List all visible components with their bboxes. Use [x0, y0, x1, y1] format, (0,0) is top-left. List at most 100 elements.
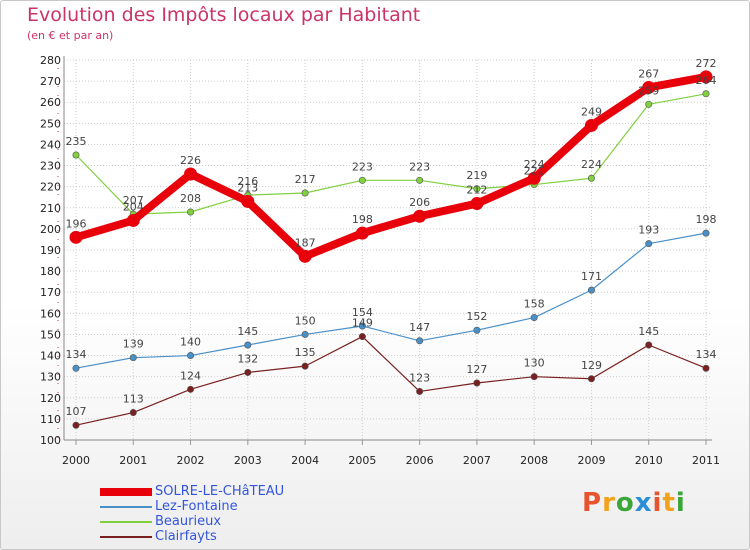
- data-point: [301, 362, 309, 370]
- x-tick-label: 2000: [62, 454, 90, 467]
- y-tick-label: 260: [40, 96, 61, 109]
- data-label: 149: [352, 317, 373, 330]
- x-tick-label: 2004: [291, 454, 319, 467]
- data-label: 267: [638, 67, 659, 80]
- legend-label: Lez-Fontaine: [155, 499, 238, 514]
- x-tick-label: 2006: [406, 454, 434, 467]
- data-point: [358, 333, 366, 341]
- y-tick-label: 120: [40, 392, 61, 405]
- data-point: [584, 118, 598, 132]
- data-label: 204: [123, 200, 144, 213]
- data-point: [69, 230, 83, 244]
- data-label: 139: [123, 338, 144, 351]
- data-point: [699, 70, 713, 84]
- data-label: 130: [524, 357, 545, 370]
- y-tick-label: 280: [40, 54, 61, 67]
- y-tick-label: 130: [40, 371, 61, 384]
- data-label: 206: [409, 196, 430, 209]
- data-point: [72, 421, 80, 429]
- data-label: 213: [237, 181, 258, 194]
- data-label: 135: [295, 346, 316, 359]
- data-label: 145: [638, 325, 659, 338]
- data-point: [301, 330, 309, 338]
- legend-item: Beaurieux: [100, 514, 320, 530]
- data-point: [129, 409, 137, 417]
- x-tick-label: 2010: [635, 454, 663, 467]
- legend-swatch: [100, 536, 152, 538]
- series-line-clairfayts: [75, 335, 707, 426]
- data-point: [187, 208, 195, 216]
- data-point: [702, 364, 710, 372]
- data-point: [358, 322, 366, 330]
- data-label: 154: [352, 306, 373, 319]
- data-label: 219: [466, 169, 487, 182]
- data-point: [530, 314, 538, 322]
- data-point: [645, 100, 653, 108]
- series-line-beaurieux: [75, 93, 707, 215]
- y-tick-label: 210: [40, 202, 61, 215]
- x-tick-label: 2002: [177, 454, 205, 467]
- x-tick-label: 2009: [577, 454, 605, 467]
- data-point: [645, 341, 653, 349]
- data-point: [473, 326, 481, 334]
- y-tick-label: 270: [40, 75, 61, 88]
- data-label: 187: [295, 236, 316, 249]
- data-point: [473, 379, 481, 387]
- data-label: 113: [123, 393, 144, 406]
- data-point: [184, 167, 198, 181]
- y-tick-label: 170: [40, 286, 61, 299]
- legend-label: Beaurieux: [155, 514, 222, 529]
- data-label: 216: [237, 175, 258, 188]
- logo-letter: i: [652, 488, 663, 518]
- data-point: [244, 368, 252, 376]
- data-label: 127: [466, 363, 487, 376]
- data-label: 129: [581, 359, 602, 372]
- grid: [64, 59, 712, 441]
- data-point: [587, 286, 595, 294]
- data-point: [129, 354, 137, 362]
- data-label: 272: [696, 57, 717, 70]
- legend-label: SOLRE-LE-CHâTEAU: [155, 484, 285, 499]
- data-point: [355, 226, 369, 240]
- data-label: 196: [66, 217, 87, 230]
- data-label: 134: [66, 348, 87, 361]
- data-label: 147: [409, 321, 430, 334]
- logo-letter: o: [615, 488, 635, 518]
- legend-swatch: [100, 506, 152, 508]
- legend-item: SOLRE-LE-CHâTEAU: [100, 484, 320, 500]
- data-point: [470, 197, 484, 211]
- data-point: [301, 189, 309, 197]
- data-point: [702, 229, 710, 237]
- data-point: [416, 387, 424, 395]
- y-tick-label: 160: [40, 307, 61, 320]
- data-point: [244, 341, 252, 349]
- data-point: [126, 213, 140, 227]
- data-label: 207: [123, 194, 144, 207]
- logo-letter: x: [634, 488, 653, 518]
- data-label: 140: [180, 336, 201, 349]
- x-tick-label: 2003: [234, 454, 262, 467]
- logo-letter: t: [662, 488, 676, 518]
- x-tick-label: 2008: [520, 454, 548, 467]
- y-tick-label: 180: [40, 265, 61, 278]
- y-tick-label: 190: [40, 244, 61, 257]
- data-label: 198: [696, 213, 717, 226]
- data-point: [72, 364, 80, 372]
- series-lines: [69, 70, 713, 429]
- data-label: 224: [524, 158, 545, 171]
- y-tick-label: 150: [40, 328, 61, 341]
- data-label: 208: [180, 192, 201, 205]
- y-tick-label: 250: [40, 117, 61, 130]
- data-point: [527, 171, 541, 185]
- logo-letter: i: [675, 488, 686, 518]
- data-point: [473, 185, 481, 193]
- data-label: 158: [524, 298, 545, 311]
- data-label: 223: [352, 160, 373, 173]
- x-tick-label: 2007: [463, 454, 491, 467]
- legend-item: Clairfayts: [100, 529, 320, 545]
- chart-title: Evolution des Impôts locaux par Habitant: [27, 4, 421, 26]
- data-label: 123: [409, 371, 430, 384]
- series-line-lez-fontaine: [75, 232, 707, 369]
- legend-label: Clairfayts: [155, 529, 217, 544]
